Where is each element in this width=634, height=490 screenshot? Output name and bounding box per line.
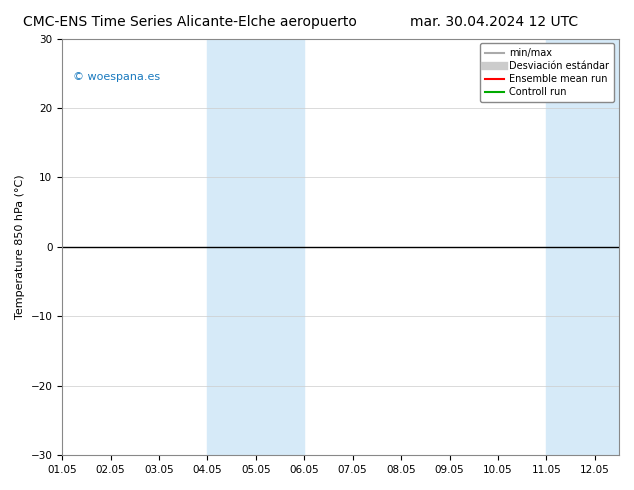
Bar <box>207 39 304 455</box>
Bar <box>547 39 619 455</box>
Text: © woespana.es: © woespana.es <box>74 72 160 82</box>
Text: mar. 30.04.2024 12 UTC: mar. 30.04.2024 12 UTC <box>410 15 579 29</box>
Text: CMC-ENS Time Series Alicante-Elche aeropuerto: CMC-ENS Time Series Alicante-Elche aerop… <box>23 15 357 29</box>
Y-axis label: Temperature 850 hPa (°C): Temperature 850 hPa (°C) <box>15 174 25 319</box>
Legend: min/max, Desviación estándar, Ensemble mean run, Controll run: min/max, Desviación estándar, Ensemble m… <box>480 44 614 102</box>
